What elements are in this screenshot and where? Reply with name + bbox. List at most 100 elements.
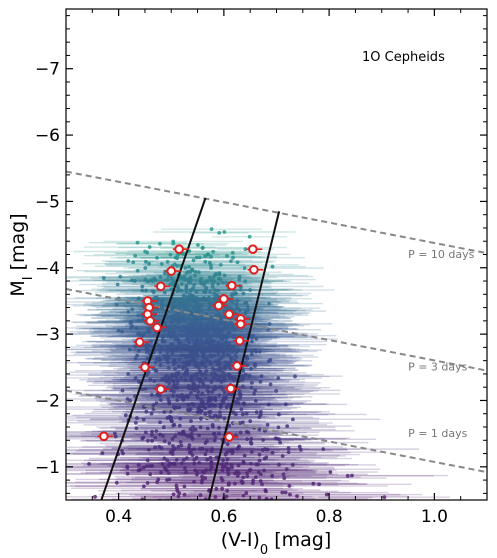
cepheid-point xyxy=(209,462,308,467)
cepheid-point xyxy=(148,293,220,298)
cepheid-point xyxy=(111,328,263,332)
cepheid-point xyxy=(115,426,300,431)
cepheid-point xyxy=(193,489,339,494)
cepheid-point xyxy=(148,481,358,486)
cepheid-point xyxy=(89,456,240,461)
cepheid-point xyxy=(158,303,245,307)
cepheid-point xyxy=(155,293,309,298)
cepheid-point xyxy=(203,368,283,373)
cepheid-point xyxy=(98,433,300,438)
cepheid-point xyxy=(185,377,300,382)
cepheid-point xyxy=(109,354,219,358)
cepheid-point xyxy=(66,464,240,469)
cepheid-point xyxy=(219,454,346,458)
cepheid-point xyxy=(165,496,368,500)
cepheid-point xyxy=(152,230,296,234)
cepheid-point xyxy=(116,255,277,260)
cepheid-point xyxy=(158,363,238,367)
cepheid-point xyxy=(185,298,290,303)
cepheid-point xyxy=(226,482,412,487)
cepheid-point xyxy=(139,278,284,283)
cepheid-point xyxy=(186,410,254,415)
cepheid-point xyxy=(221,438,305,442)
cepheid-point xyxy=(114,474,290,479)
cepheid-point xyxy=(221,425,336,430)
cepheid-point xyxy=(124,360,212,365)
cepheid-point xyxy=(167,372,324,377)
cepheid-point xyxy=(260,481,366,486)
cepheid-point xyxy=(143,282,221,286)
cepheid-point xyxy=(169,425,269,430)
cepheid-point xyxy=(135,425,267,430)
cepheid-point xyxy=(255,473,449,478)
cepheid-point xyxy=(106,401,207,406)
cepheid-point xyxy=(186,300,280,304)
cepheid-point xyxy=(90,276,253,281)
cepheid-point xyxy=(260,374,330,379)
cepheid-point xyxy=(118,245,287,250)
cepheid-point xyxy=(215,301,323,306)
cepheid-point xyxy=(193,280,253,285)
cepheid-point xyxy=(174,337,338,341)
cepheid-point xyxy=(254,447,348,452)
cepheid-point xyxy=(205,417,381,422)
cepheid-point xyxy=(166,274,313,279)
cepheid-point xyxy=(102,461,286,466)
cepheid-point xyxy=(139,288,291,293)
cepheid-point xyxy=(131,468,314,473)
cepheid-point xyxy=(146,495,373,500)
period-label: P = 10 days xyxy=(408,248,475,261)
annotation-1o-cepheids: 1O Cepheids xyxy=(362,50,445,65)
cepheid-point xyxy=(177,471,317,475)
cepheid-point xyxy=(105,350,229,355)
cepheid-point xyxy=(201,364,309,368)
cepheid-point xyxy=(181,419,320,424)
cepheid-point xyxy=(114,457,300,462)
cepheid-point xyxy=(157,402,300,407)
cepheid-point xyxy=(91,287,252,292)
cepheid-point xyxy=(147,451,318,456)
cepheid-point xyxy=(126,396,211,401)
cepheid-point xyxy=(239,357,302,362)
y-tick-label: −2 xyxy=(35,391,60,411)
cepheid-point xyxy=(167,448,297,453)
cepheid-point xyxy=(128,503,267,507)
cepheid-point xyxy=(191,450,386,455)
cepheid-point xyxy=(123,472,334,477)
cepheid-point xyxy=(66,472,245,477)
cepheid-point xyxy=(148,382,240,387)
cepheid-point xyxy=(66,480,192,485)
cepheid-point xyxy=(97,318,181,323)
cepheid-point xyxy=(161,227,263,232)
cepheid-point xyxy=(202,260,274,265)
cepheid-scatter-cloud xyxy=(66,227,451,507)
cepheid-point xyxy=(83,245,216,249)
cepheid-point xyxy=(111,377,189,382)
cepheid-point xyxy=(136,374,197,378)
cepheid-point xyxy=(99,441,240,446)
cepheid-point xyxy=(189,491,304,495)
cepheid-point xyxy=(135,452,276,457)
cepheid-point xyxy=(123,410,206,414)
cepheid-point xyxy=(69,370,229,375)
cepheid-point xyxy=(157,431,281,436)
y-tick-label: −5 xyxy=(35,192,60,212)
cepheid-point xyxy=(137,423,222,428)
cepheid-point xyxy=(104,259,187,264)
cepheid-point xyxy=(91,392,213,397)
cepheid-point xyxy=(66,416,219,420)
cepheid-point xyxy=(75,368,237,373)
cepheid-point xyxy=(93,252,248,257)
cepheid-point xyxy=(159,378,289,383)
cepheid-point xyxy=(261,473,434,478)
cepheid-point xyxy=(77,360,234,365)
cepheid-point xyxy=(162,468,337,473)
cepheid-point xyxy=(132,436,214,441)
cepheid-point xyxy=(84,411,219,416)
cepheid-point xyxy=(157,365,208,370)
cepheid-point xyxy=(92,357,241,362)
x-tick-label: 0.6 xyxy=(210,507,237,527)
cepheid-point xyxy=(66,376,217,380)
cepheid-point xyxy=(128,443,235,448)
